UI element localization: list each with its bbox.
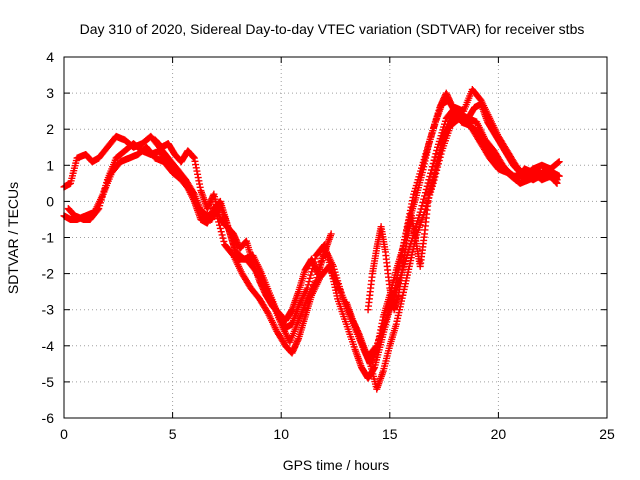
y-tick-label: -6 xyxy=(42,410,55,426)
y-tick-label: 4 xyxy=(46,49,54,65)
series-trace-f xyxy=(151,136,335,325)
data-point-interp xyxy=(304,281,312,289)
data-point-interp xyxy=(94,206,102,214)
y-tick-label: 3 xyxy=(46,85,54,101)
axis-ticks: 0 5 10 15 20 25 -6 -5 -4 -3 -2 -1 0 1 2 3 4 xyxy=(42,49,615,442)
x-tick-label: 15 xyxy=(382,426,398,442)
data-point-interp xyxy=(554,158,562,166)
x-axis-label: GPS time / hours xyxy=(283,457,390,473)
data-point xyxy=(553,179,561,187)
x-tick-label: 5 xyxy=(169,426,177,442)
data-point-interp xyxy=(220,237,228,245)
data-point xyxy=(312,277,320,285)
y-tick-label: -3 xyxy=(42,302,55,318)
chart-title: Day 310 of 2020, Sidereal Day-to-day VTE… xyxy=(80,21,585,37)
y-tick-label: -2 xyxy=(42,266,55,282)
y-axis-label: SDTVAR / TECUs xyxy=(5,182,21,294)
data-point-interp xyxy=(217,228,225,236)
data-point xyxy=(327,230,335,238)
data-point-interp xyxy=(307,271,315,279)
y-tick-label: -1 xyxy=(42,230,55,246)
series-trace-e xyxy=(364,100,563,314)
y-tick-label: 0 xyxy=(46,193,54,209)
data-point-interp xyxy=(218,231,226,239)
data-point-interp xyxy=(421,192,429,200)
data-series xyxy=(60,85,563,393)
data-point-interp xyxy=(189,189,197,197)
y-tick-label: -5 xyxy=(42,374,55,390)
data-point-interp xyxy=(420,195,428,203)
data-point xyxy=(555,158,563,166)
y-tick-label: 1 xyxy=(46,157,54,173)
y-tick-label: 2 xyxy=(46,121,54,137)
data-point-interp xyxy=(305,278,313,286)
data-point-interp xyxy=(306,274,314,282)
x-tick-label: 20 xyxy=(491,426,507,442)
data-point xyxy=(555,172,563,180)
y-tick-label: -4 xyxy=(42,338,55,354)
data-point xyxy=(416,208,424,216)
data-point-interp xyxy=(308,268,316,276)
x-tick-label: 10 xyxy=(273,426,289,442)
x-tick-label: 25 xyxy=(599,426,615,442)
x-tick-label: 0 xyxy=(60,426,68,442)
data-point-interp xyxy=(417,205,425,213)
data-point-interp xyxy=(219,234,227,242)
data-point-interp xyxy=(216,224,224,232)
